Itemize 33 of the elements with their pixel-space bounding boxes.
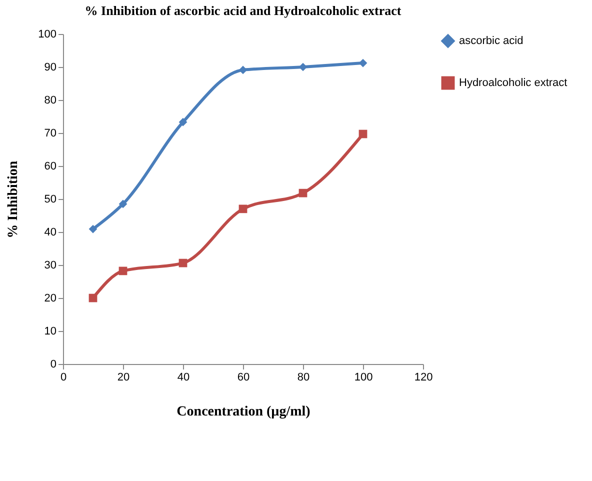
x-tick-label: 100 bbox=[354, 372, 373, 384]
point bbox=[358, 130, 368, 138]
point bbox=[178, 258, 188, 268]
y-tick-label: 30 bbox=[44, 260, 56, 272]
y-tick-label: 100 bbox=[38, 28, 56, 40]
x-tick-label: 0 bbox=[60, 372, 67, 384]
y-tick-label: 60 bbox=[44, 160, 56, 172]
y-tick-label: 0 bbox=[50, 358, 56, 370]
point bbox=[178, 118, 188, 126]
y-tick-label: 80 bbox=[44, 94, 56, 106]
y-tick-label: 40 bbox=[44, 226, 56, 238]
y-tick-label: 50 bbox=[44, 194, 56, 206]
y-tick-label: 90 bbox=[44, 62, 56, 74]
y-axis-title: % Inhibition bbox=[6, 160, 22, 238]
point bbox=[298, 188, 308, 198]
point bbox=[118, 200, 128, 208]
y-tick-label: 20 bbox=[44, 292, 56, 304]
y-tick-label: 10 bbox=[44, 326, 56, 338]
point bbox=[88, 294, 98, 302]
y-tick-label: 70 bbox=[44, 128, 56, 140]
x-tick-label: 40 bbox=[177, 372, 190, 384]
chart-title: % Inhibition of ascorbic acid and Hydroalcoholic extract bbox=[84, 3, 402, 18]
point bbox=[238, 204, 248, 214]
x-tick-label: 60 bbox=[237, 372, 250, 384]
x-tick-label: 20 bbox=[117, 372, 130, 384]
legend-label: Hydroalcoholic extract bbox=[459, 77, 568, 89]
x-tick-label: 120 bbox=[414, 372, 433, 384]
x-axis-title: Concentration (µg/ml) bbox=[176, 404, 311, 420]
legend-label: ascorbic acid bbox=[459, 35, 524, 47]
x-tick-label: 80 bbox=[297, 372, 310, 384]
point bbox=[238, 66, 248, 74]
point bbox=[118, 266, 128, 276]
point bbox=[88, 224, 98, 234]
